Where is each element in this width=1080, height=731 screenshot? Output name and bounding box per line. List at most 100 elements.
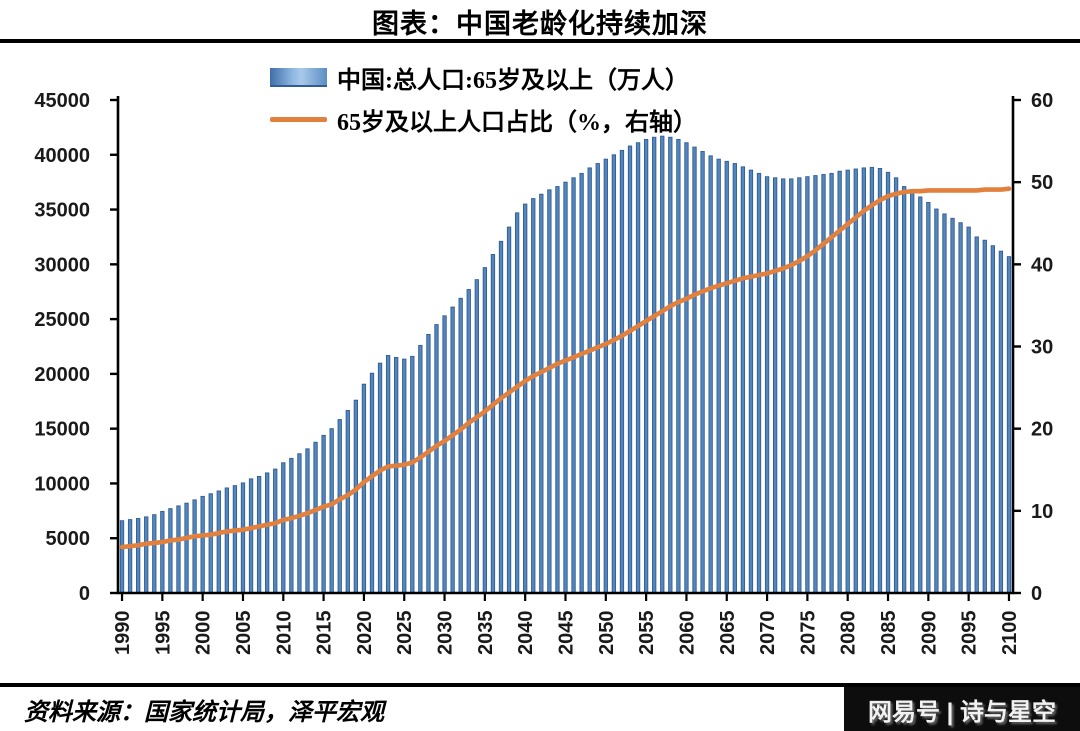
bar <box>289 457 294 594</box>
bar <box>877 168 883 594</box>
x-axis-tick-label: 1995 <box>152 611 174 656</box>
x-axis-tick-label: 2050 <box>596 611 618 656</box>
x-axis-tick-label: 2010 <box>273 611 295 656</box>
bar <box>902 186 907 594</box>
bar <box>273 468 278 594</box>
left-axis-tick-label: 0 <box>79 583 90 605</box>
bar <box>216 490 221 594</box>
bar <box>523 203 528 594</box>
left-axis-tick-label: 25000 <box>34 309 90 331</box>
bar <box>498 240 504 594</box>
bar <box>337 419 342 594</box>
bar <box>482 267 488 594</box>
bar <box>966 226 971 594</box>
bar <box>402 358 407 594</box>
bar <box>748 169 754 594</box>
legend-label-bars: 中国:总人口:65岁及以上（万人） <box>337 67 689 94</box>
share-line <box>119 186 1012 550</box>
x-axis-tick-label: 2045 <box>556 611 578 656</box>
bar <box>595 163 600 594</box>
left-axis-tick-label: 5000 <box>46 528 91 550</box>
bar <box>313 441 318 594</box>
bar <box>369 372 375 594</box>
bar <box>982 239 987 594</box>
bar <box>434 324 439 594</box>
bar <box>789 178 794 594</box>
bar <box>426 334 431 594</box>
x-axis-tick-label: 2085 <box>878 611 900 656</box>
x-axis-tick-label: 2040 <box>515 611 537 656</box>
bar <box>240 482 246 594</box>
x-axis-tick-label: 2015 <box>314 611 336 656</box>
bar <box>998 250 1004 594</box>
bar <box>208 493 213 594</box>
x-axis-tick-label: 2090 <box>918 611 940 656</box>
bar <box>603 158 608 594</box>
bar <box>611 154 617 594</box>
bar <box>176 505 181 594</box>
bar <box>942 213 947 594</box>
bar <box>168 508 173 594</box>
bar <box>248 478 254 594</box>
bar <box>531 198 536 594</box>
legend-label-line: 65岁及以上人口占比（%，右轴） <box>337 109 697 136</box>
bar <box>797 177 802 594</box>
bar <box>490 254 496 594</box>
bar <box>684 142 689 594</box>
bar <box>724 160 729 594</box>
bar <box>305 448 310 594</box>
x-axis-tick-label: 2000 <box>193 611 215 656</box>
bar <box>1006 256 1012 594</box>
right-axis-tick-label: 40 <box>1031 254 1053 276</box>
x-axis-tick-label: 2060 <box>676 611 698 656</box>
bar <box>652 136 657 594</box>
legend-item-line: 65岁及以上人口占比（%，右轴） <box>270 98 697 140</box>
x-axis-tick-label: 2070 <box>757 611 779 656</box>
source-note: 资料来源：国家统计局，泽平宏观 <box>24 700 384 726</box>
bar <box>635 142 641 594</box>
bar <box>192 499 197 594</box>
bar <box>353 399 359 594</box>
left-axis-tick-label: 45000 <box>34 90 90 112</box>
bar <box>700 151 705 594</box>
legend-item-bars: 中国:总人口:65岁及以上（万人） <box>270 56 697 98</box>
bar <box>918 196 923 594</box>
bar <box>756 172 762 594</box>
bar <box>281 462 286 594</box>
x-axis-tick-label: 2020 <box>354 611 376 656</box>
line-series-swatch-icon <box>270 116 327 122</box>
x-axis-tick-label: 2095 <box>959 611 981 656</box>
bar-series-swatch-icon <box>270 67 327 87</box>
bar <box>474 279 479 594</box>
bar <box>563 181 568 594</box>
bar <box>845 169 850 594</box>
left-axis-tick-label: 10000 <box>34 473 90 495</box>
bar <box>458 297 463 594</box>
bar <box>385 355 391 594</box>
left-axis-tick-label: 15000 <box>34 419 90 441</box>
bar <box>442 315 447 594</box>
bottom-divider <box>0 683 1080 687</box>
bar <box>547 189 552 594</box>
bar <box>643 138 649 594</box>
left-axis-tick-label: 35000 <box>34 200 90 222</box>
bar <box>144 516 149 594</box>
bar <box>587 167 592 594</box>
bar <box>716 158 721 594</box>
bar <box>329 428 334 594</box>
bar <box>805 176 810 594</box>
bar <box>345 410 350 594</box>
right-axis-tick-label: 0 <box>1031 583 1042 605</box>
bar <box>200 495 205 594</box>
bar <box>885 171 891 594</box>
bar <box>893 177 899 594</box>
x-axis-tick-label: 2055 <box>636 611 658 656</box>
bar <box>692 146 697 594</box>
bar <box>256 475 262 594</box>
bar <box>136 518 141 594</box>
bar <box>184 502 189 594</box>
bar <box>668 136 673 594</box>
left-axis-tick-label: 20000 <box>34 364 90 386</box>
bar <box>813 175 818 594</box>
